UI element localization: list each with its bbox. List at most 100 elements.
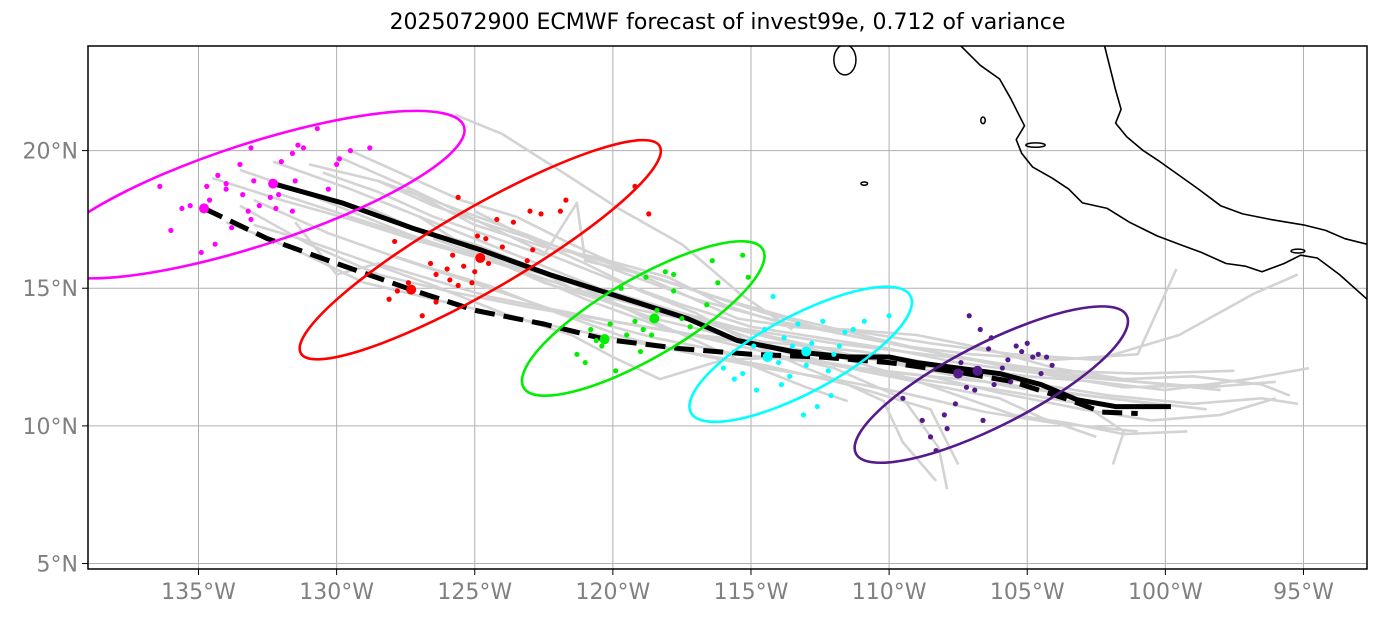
member-position-dot xyxy=(762,326,768,333)
member-position-dot xyxy=(637,348,644,355)
dashed-track xyxy=(202,206,1138,416)
member-position-dot xyxy=(1035,351,1041,357)
member-position-dot xyxy=(1038,370,1044,377)
member-position-dot xyxy=(499,244,505,250)
tick-label-lat: 20°N xyxy=(23,140,78,165)
map-frame xyxy=(87,45,1368,570)
member-position-dot xyxy=(787,373,793,379)
island xyxy=(833,46,857,76)
mean-tracks xyxy=(202,181,1171,416)
cluster-mean-marker xyxy=(801,346,812,357)
member-position-dot xyxy=(248,216,254,223)
tick-label-lon: 135°W xyxy=(161,580,236,605)
member-position-dot xyxy=(966,313,972,319)
member-position-dot xyxy=(563,197,569,203)
member-position-dot xyxy=(781,335,787,341)
member-position-dot xyxy=(527,208,533,214)
member-position-dot xyxy=(941,412,947,418)
member-position-dot xyxy=(618,285,624,291)
member-position-dot xyxy=(643,274,649,280)
tick-label-lon: 110°W xyxy=(852,580,927,605)
tick-label-lon: 115°W xyxy=(714,580,789,605)
member-position-dot xyxy=(679,315,685,322)
cluster-mean-marker xyxy=(599,334,610,345)
coastline-segment xyxy=(960,46,1367,300)
cluster-ellipse xyxy=(688,285,914,424)
tick-label-lon: 95°W xyxy=(1273,580,1334,605)
member-position-dot xyxy=(582,359,588,366)
member-position-dot xyxy=(828,392,834,399)
member-position-dot xyxy=(886,313,892,319)
member-position-dot xyxy=(927,434,934,440)
member-position-dot xyxy=(632,183,638,189)
member-position-dot xyxy=(980,417,986,423)
member-position-dot xyxy=(530,247,536,253)
member-position-dot xyxy=(256,203,262,209)
member-position-dot xyxy=(740,370,746,377)
cluster-ellipse xyxy=(88,109,466,280)
member-position-dot xyxy=(157,183,163,189)
member-position-dot xyxy=(704,302,710,308)
member-position-dot xyxy=(745,274,751,280)
member-position-dot xyxy=(187,203,193,209)
member-position-dot xyxy=(419,313,425,319)
member-position-dot xyxy=(654,307,660,313)
member-position-dot xyxy=(179,205,185,212)
ensemble-track xyxy=(336,154,1221,389)
member-position-dot xyxy=(273,205,279,212)
cluster-mean-marker xyxy=(972,365,983,376)
coastline-segment xyxy=(1103,46,1367,245)
ensemble-track xyxy=(239,168,1188,436)
member-position-dot xyxy=(240,192,246,198)
member-position-dot xyxy=(740,252,746,258)
member-position-dot xyxy=(820,318,826,324)
cluster-ellipse xyxy=(520,239,766,398)
member-position-dot xyxy=(640,326,646,333)
member-position-dot xyxy=(314,125,320,132)
member-position-dot xyxy=(850,326,856,333)
member-position-dot xyxy=(538,211,544,217)
tick-label-lon: 105°W xyxy=(990,580,1065,605)
member-position-dot xyxy=(972,387,978,393)
member-position-dot xyxy=(963,384,970,390)
member-position-dot xyxy=(347,148,354,154)
cluster-mean-marker xyxy=(406,284,417,295)
member-position-dot xyxy=(300,145,307,151)
cluster-mean-marker xyxy=(475,252,486,263)
island xyxy=(860,181,869,187)
tick-label-lon: 120°W xyxy=(575,580,650,605)
member-position-dot xyxy=(588,326,594,333)
member-position-dot xyxy=(405,280,412,286)
member-position-dot xyxy=(803,362,809,368)
member-position-dot xyxy=(510,219,517,225)
cluster-mean-marker xyxy=(953,368,964,379)
member-position-dot xyxy=(212,241,218,247)
member-position-dot xyxy=(557,208,563,214)
gridlines xyxy=(88,46,1367,569)
member-position-dot xyxy=(842,329,848,335)
cluster-mean-marker xyxy=(649,313,660,324)
member-position-dot xyxy=(809,340,815,346)
cluster-ellipse xyxy=(298,138,663,361)
member-position-dot xyxy=(168,227,174,234)
member-position-dot xyxy=(671,271,677,278)
member-position-dot xyxy=(1043,354,1050,360)
member-position-dot xyxy=(593,337,599,344)
member-position-dot xyxy=(999,365,1005,371)
member-position-dot xyxy=(789,343,796,349)
ensemble-tracks xyxy=(211,113,1310,490)
cluster-mean-marker xyxy=(762,352,773,363)
island xyxy=(980,116,986,125)
member-position-dot xyxy=(267,194,273,200)
member-position-dot xyxy=(753,387,760,393)
member-position-dot xyxy=(433,271,439,278)
ensemble-track xyxy=(418,215,849,403)
member-position-dot xyxy=(1005,357,1011,363)
member-position-dot xyxy=(991,381,997,388)
member-position-dot xyxy=(289,208,296,214)
member-position-dot xyxy=(485,260,492,267)
island xyxy=(1290,248,1306,254)
member-position-dot xyxy=(919,417,925,423)
member-position-dot xyxy=(334,161,340,167)
